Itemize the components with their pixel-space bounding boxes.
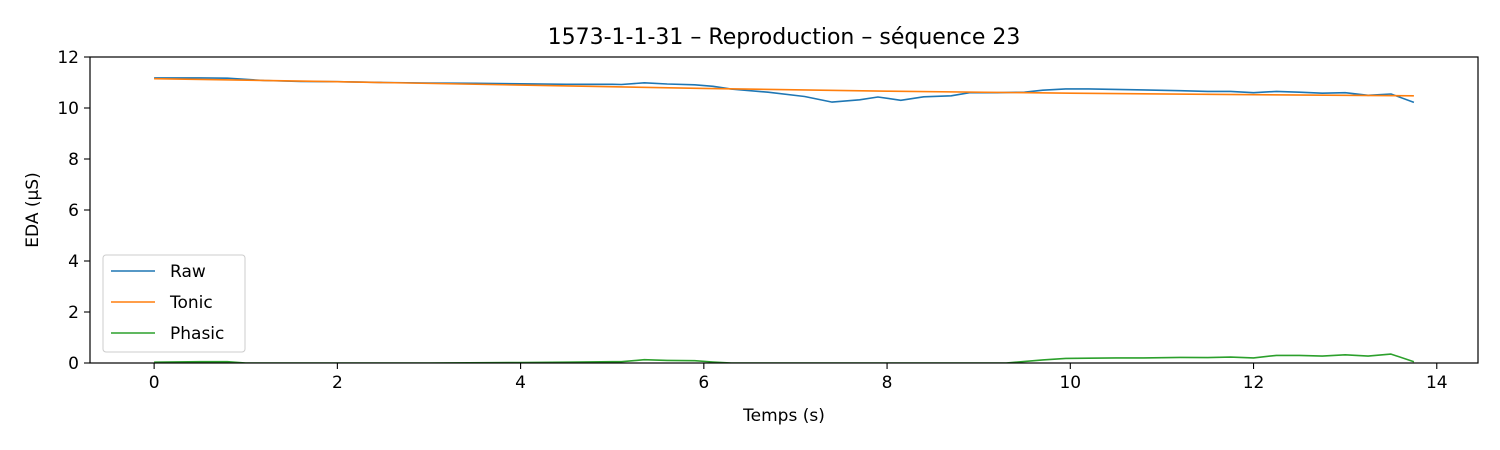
x-tick-label: 0 (149, 373, 160, 393)
y-tick-label: 6 (68, 201, 79, 221)
x-tick-label: 2 (332, 373, 343, 393)
x-tick-label: 6 (698, 373, 709, 393)
chart-title: 1573-1-1-31 – Reproduction – séquence 23 (548, 25, 1021, 50)
y-tick-label: 8 (68, 150, 79, 170)
x-tick-label: 14 (1426, 373, 1448, 393)
series-line-tonic (154, 77, 1414, 97)
x-tick-label: 12 (1243, 373, 1265, 393)
series-line-phasic (154, 353, 1415, 363)
y-tick-label: 2 (68, 303, 79, 323)
x-tick-label: 8 (882, 373, 893, 393)
legend-box (102, 254, 246, 353)
y-tick-label: 4 (68, 252, 79, 272)
y-tick-label: 0 (68, 354, 79, 374)
y-tick-label: 10 (57, 99, 79, 119)
legend-label-raw: Raw (170, 262, 206, 282)
x-tick-label: 10 (1059, 373, 1081, 393)
legend-label-tonic: Tonic (169, 293, 213, 313)
y-axis-label: EDA (µS) (23, 172, 43, 247)
x-tick-label: 4 (515, 373, 526, 393)
y-tick-label: 12 (57, 48, 79, 68)
plot-area: 0 2 4 6 8 10 12 14 0 2 4 6 8 10 12 Raw Tonic Phasic (57, 48, 1479, 393)
axes-frame (89, 56, 1479, 364)
legend-label-phasic: Phasic (170, 324, 224, 344)
x-axis-label: Temps (s) (742, 406, 825, 426)
